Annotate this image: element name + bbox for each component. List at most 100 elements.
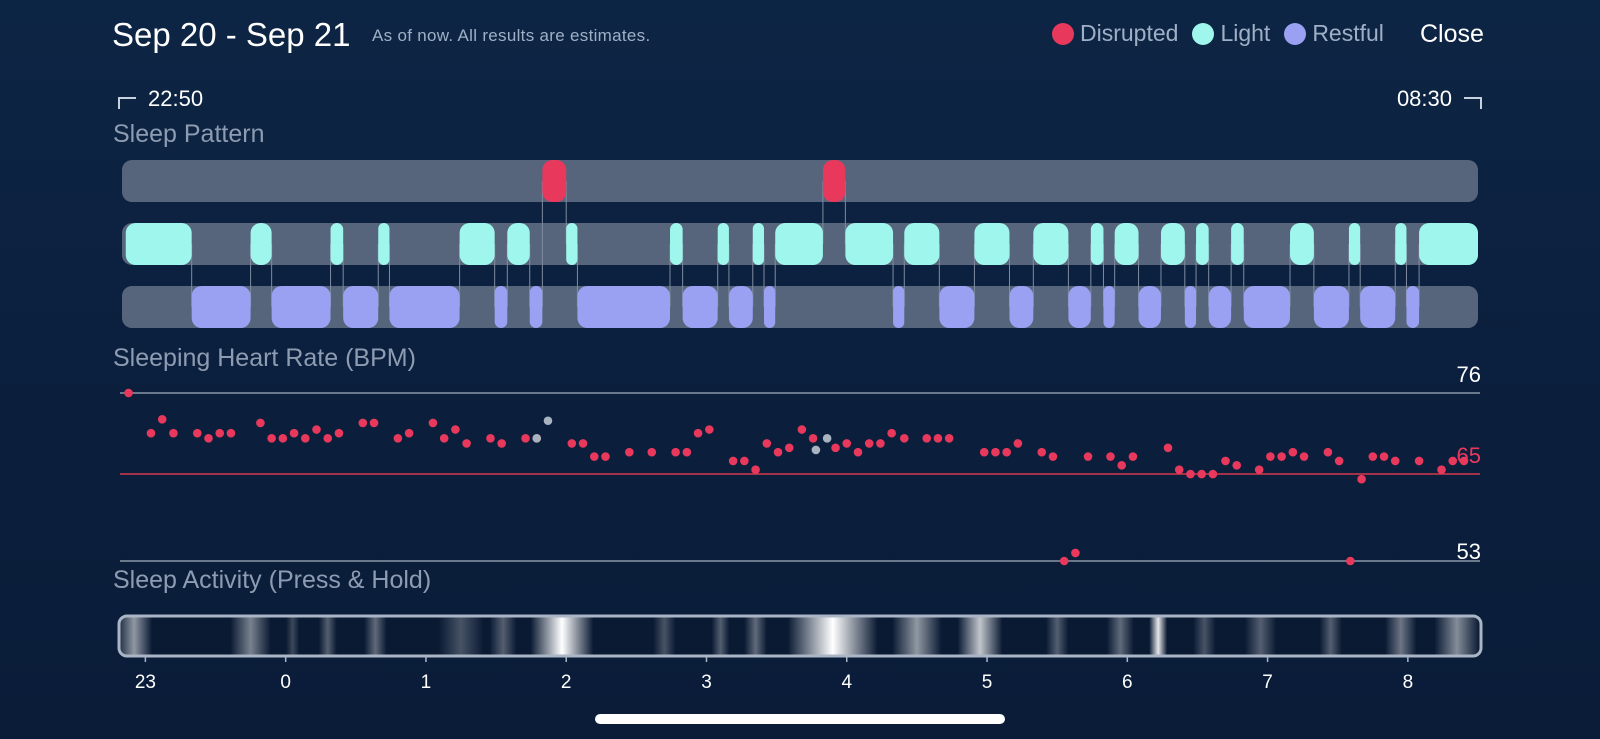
heart-rate-point — [334, 428, 344, 438]
heart-rate-point — [358, 418, 368, 428]
activity-band — [438, 616, 484, 656]
light-segment — [378, 223, 390, 265]
min-bpm-label: 53 — [1457, 539, 1481, 564]
heart-rate-point — [704, 425, 714, 434]
heart-rate-point — [439, 433, 449, 443]
sleep-start-marker: 22:50 — [118, 86, 203, 112]
light-segment — [566, 223, 578, 265]
activity-band — [1319, 616, 1342, 656]
activity-band — [653, 616, 676, 656]
heart-rate-point — [204, 433, 213, 443]
heart-rate-point — [146, 428, 156, 438]
heart-rate-point — [1071, 548, 1080, 558]
light-segment — [1196, 223, 1209, 265]
sleep-activity-chart[interactable]: 23 0 1 2 3 4 5 6 7 8 — [116, 614, 1483, 693]
light-segment — [507, 223, 530, 265]
heart-rate-point — [1002, 447, 1011, 457]
heart-rate-point — [1128, 452, 1138, 461]
axis-tick-label: 2 — [561, 672, 572, 693]
home-indicator[interactable] — [595, 714, 1005, 724]
heart-rate-point — [922, 433, 932, 443]
bracket-left-icon — [118, 97, 136, 109]
restful-segment — [1068, 286, 1091, 328]
activity-band — [744, 616, 767, 656]
activity-band — [787, 616, 878, 656]
heart-rate-point — [226, 428, 236, 438]
light-segment — [1231, 223, 1244, 265]
legend-label: Light — [1220, 20, 1271, 46]
activity-band — [285, 616, 300, 656]
heart-rate-chart[interactable]: 76 65 53 — [120, 362, 1481, 566]
heart-rate-point — [864, 439, 874, 448]
heart-rate-point — [256, 418, 265, 428]
restful-segment — [529, 286, 543, 328]
heart-rate-point — [1208, 469, 1218, 479]
heart-rate-point — [278, 433, 288, 443]
disrupted-dot-icon — [1052, 22, 1074, 45]
heart-rate-point — [1117, 461, 1127, 470]
heart-rate-point — [979, 447, 989, 457]
heart-rate-point — [1288, 447, 1298, 457]
light-segment — [1033, 223, 1069, 265]
heart-rate-point — [1048, 452, 1058, 461]
light-segment — [1090, 223, 1104, 265]
restful-segment — [1009, 286, 1034, 328]
restful-segment — [1360, 286, 1396, 328]
activity-axis: 23 0 1 2 3 4 5 6 7 8 — [135, 656, 1413, 693]
restful-segment — [389, 286, 460, 328]
restful-segment — [682, 286, 718, 328]
axis-tick-label: 7 — [1262, 672, 1273, 693]
activity-band — [530, 616, 594, 656]
sleep-pattern-chart[interactable] — [122, 160, 1478, 328]
heart-rate-point — [323, 433, 333, 443]
light-segment — [1114, 223, 1139, 265]
restful-segment — [1208, 286, 1232, 328]
heart-rate-point — [842, 439, 852, 448]
heart-rate-point — [728, 456, 738, 466]
light-dot-icon — [1192, 22, 1215, 45]
activity-band — [1385, 616, 1417, 656]
heart-rate-point — [899, 433, 909, 443]
heart-rate-point — [831, 443, 840, 453]
activity-band — [119, 616, 153, 656]
heart-rate-point — [300, 433, 310, 443]
legend-label: Disrupted — [1080, 20, 1179, 46]
stage-legend: Disrupted Light Restful — [1052, 20, 1384, 47]
light-segment — [904, 223, 940, 265]
max-bpm-label: 76 — [1457, 362, 1481, 387]
heart-rate-point — [944, 433, 954, 443]
light-segment — [1290, 223, 1314, 265]
heart-rate-point — [369, 418, 379, 428]
restful-segment — [763, 286, 776, 328]
close-button[interactable]: Close — [1420, 20, 1484, 48]
restful-segment — [494, 286, 508, 328]
restful-segment — [343, 286, 379, 328]
activity-bands — [119, 616, 1480, 656]
heart-rate-point — [887, 428, 896, 438]
heart-rate-point — [1106, 452, 1115, 461]
light-segment — [670, 223, 683, 265]
heart-rate-point — [1254, 465, 1264, 474]
heart-rate-point — [1390, 456, 1400, 466]
disrupted-segment — [542, 160, 567, 202]
heart-rate-point — [1013, 439, 1023, 448]
activity-band — [711, 616, 730, 656]
activity-band — [892, 616, 942, 656]
activity-band — [1045, 616, 1069, 656]
heart-rate-point — [1277, 452, 1286, 461]
heart-rate-point — [1459, 456, 1469, 466]
heart-rate-point — [740, 456, 749, 466]
light-segment — [250, 223, 272, 265]
heart-rate-point — [578, 439, 588, 448]
activity-band — [318, 616, 337, 656]
heart-rate-point — [797, 425, 807, 434]
stage-segments — [125, 160, 1478, 328]
activity-band — [489, 616, 517, 656]
heart-rate-point — [451, 425, 460, 434]
heart-rate-point — [404, 428, 414, 438]
heart-rate-point-estimated — [822, 433, 832, 443]
restful-segment — [1243, 286, 1291, 328]
legend-label: Restful — [1312, 20, 1384, 46]
activity-band — [1149, 616, 1168, 656]
heart-rate-point — [751, 465, 760, 474]
